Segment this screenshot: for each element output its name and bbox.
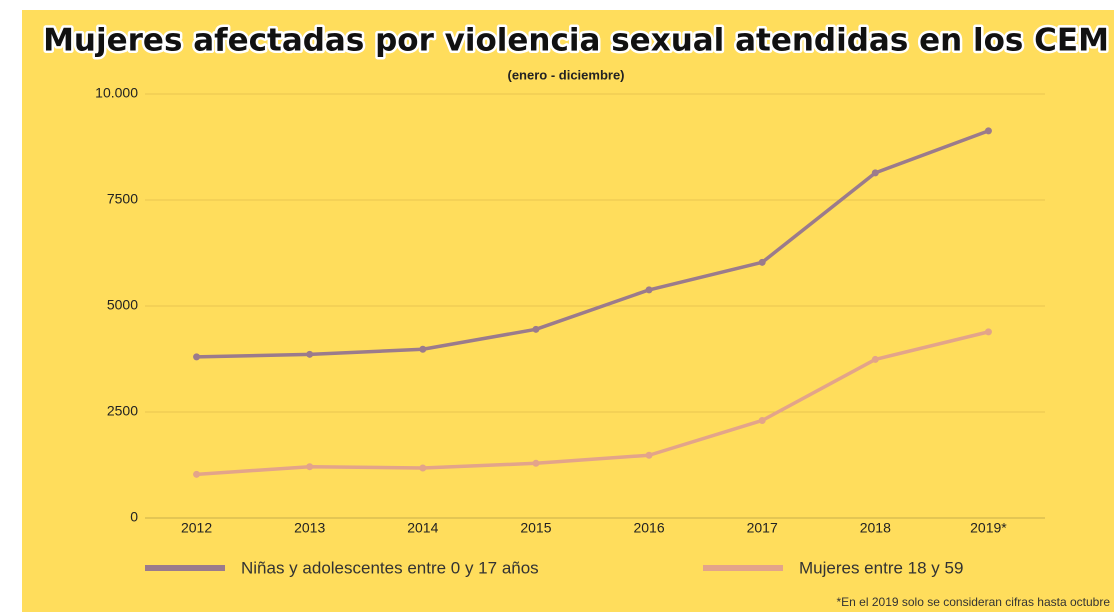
y-tick-label: 0 xyxy=(130,509,138,525)
x-tick-label: 2019* xyxy=(970,520,1007,536)
point xyxy=(645,286,653,294)
point xyxy=(306,463,314,471)
point xyxy=(645,451,653,459)
footnote: *En el 2019 solo se consideran cifras ha… xyxy=(837,595,1111,609)
point xyxy=(871,169,879,177)
legend-label: Mujeres entre 18 y 59 xyxy=(799,558,963,577)
x-tick-label: 2016 xyxy=(633,520,664,536)
y-tick-label: 5000 xyxy=(107,297,138,313)
point xyxy=(419,464,427,472)
point xyxy=(193,470,201,478)
point xyxy=(419,345,427,353)
series-line xyxy=(196,330,989,477)
point xyxy=(758,258,766,266)
chart-subtitle: (enero - diciembre) xyxy=(507,67,624,82)
point xyxy=(306,350,314,358)
point xyxy=(193,353,201,361)
point xyxy=(871,355,879,363)
point xyxy=(532,325,540,333)
x-tick-label: 2015 xyxy=(520,520,551,536)
point xyxy=(532,459,540,467)
point xyxy=(984,127,992,135)
y-tick-label: 2500 xyxy=(107,403,138,419)
x-tick-label: 2012 xyxy=(181,520,212,536)
point xyxy=(758,416,766,424)
chart-title: Mujeres afectadas por violencia sexual a… xyxy=(43,23,1109,59)
x-tick-label: 2013 xyxy=(294,520,325,536)
point xyxy=(984,328,992,336)
x-tick-label: 2018 xyxy=(860,520,891,536)
y-tick-label: 7500 xyxy=(107,191,138,207)
legend-label: Niñas y adolescentes entre 0 y 17 años xyxy=(241,558,539,577)
series-line xyxy=(196,129,990,359)
y-tick-label: 10.000 xyxy=(95,85,138,101)
x-tick-label: 2014 xyxy=(407,520,438,536)
x-tick-label: 2017 xyxy=(747,520,778,536)
background xyxy=(22,10,1114,612)
